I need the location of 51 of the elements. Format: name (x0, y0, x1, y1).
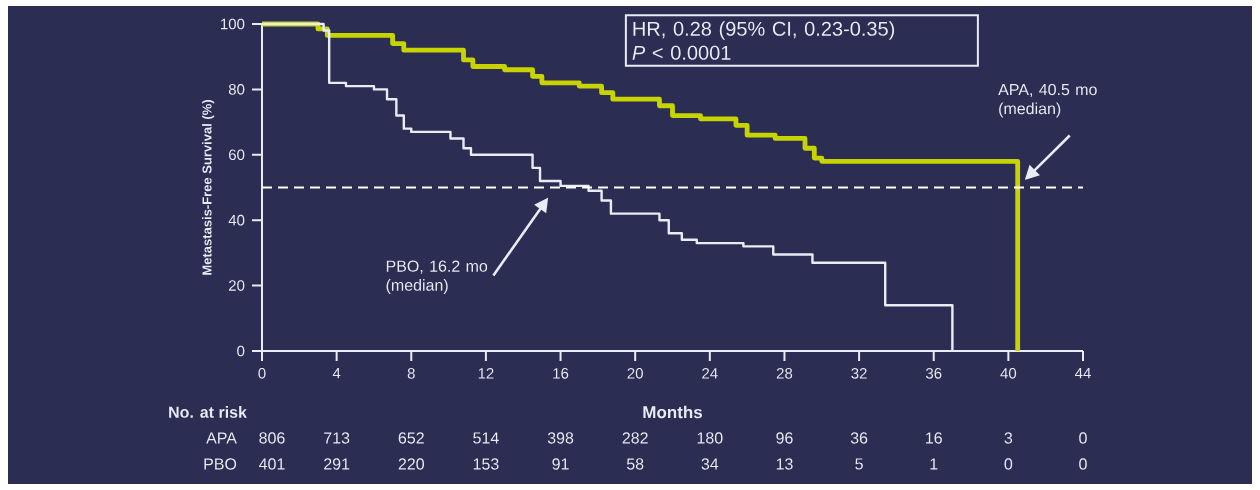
text: 1 (930, 458, 938, 470)
annotation: PBO, 16.2 mo (median) (386, 260, 488, 294)
text: 652 (398, 432, 424, 444)
text: 91 (552, 458, 569, 470)
x-axis-title: Months (643, 405, 703, 419)
text: 806 (259, 432, 285, 444)
x-tick-label: 36 (925, 368, 942, 379)
x-tick-label: 20 (627, 368, 643, 379)
text: 398 (547, 432, 574, 444)
text: 180 (697, 432, 723, 444)
y-tick-label: 40 (228, 214, 245, 226)
text: 3 (1004, 432, 1013, 444)
y-tick-label: 20 (229, 280, 245, 291)
text: 0 (1079, 432, 1087, 444)
text: 713 (324, 432, 350, 444)
text: 514 (473, 432, 499, 444)
annotation: APA, 40.5 mo (median) (998, 83, 1097, 118)
y-tick-label: 100 (221, 18, 245, 30)
x-tick-label: 12 (478, 368, 494, 379)
x-tick-label: 16 (553, 368, 569, 379)
text: 13 (776, 458, 793, 470)
x-tick-label: 0 (258, 368, 266, 379)
x-tick-label: 32 (851, 368, 867, 379)
x-tick-label: 40 (1000, 368, 1017, 379)
y-tick-label: 80 (228, 84, 245, 95)
y-tick-label: 60 (229, 149, 245, 161)
text: 34 (701, 458, 719, 470)
text: 291 (324, 458, 350, 470)
text: APA (206, 432, 237, 444)
x-tick-label: 24 (702, 368, 718, 379)
y-axis-title: Metastasis-Free Survival (%) (202, 100, 215, 275)
text: 5 (855, 458, 863, 470)
text: 0 (1079, 458, 1087, 470)
y-tick-label: 0 (237, 345, 245, 357)
text: 401 (259, 458, 285, 470)
text: 16 (926, 432, 942, 444)
text: 220 (398, 458, 424, 470)
text: 153 (473, 458, 499, 470)
text: 0 (1004, 458, 1013, 470)
x-tick-label: 44 (1075, 368, 1091, 379)
x-tick-label: 4 (332, 368, 341, 379)
text: No. at risk (169, 406, 247, 418)
x-tick-label: 28 (776, 368, 793, 379)
text: PBO (204, 458, 237, 470)
annotation: HR, 0.28 (95% CI, 0.23-0.35) (633, 21, 895, 40)
annotation: P < 0.0001 (632, 45, 731, 60)
text: 282 (622, 432, 648, 444)
text: 58 (626, 458, 644, 470)
text: 96 (776, 432, 793, 444)
x-tick-label: 8 (407, 368, 415, 379)
text: 36 (850, 432, 868, 444)
